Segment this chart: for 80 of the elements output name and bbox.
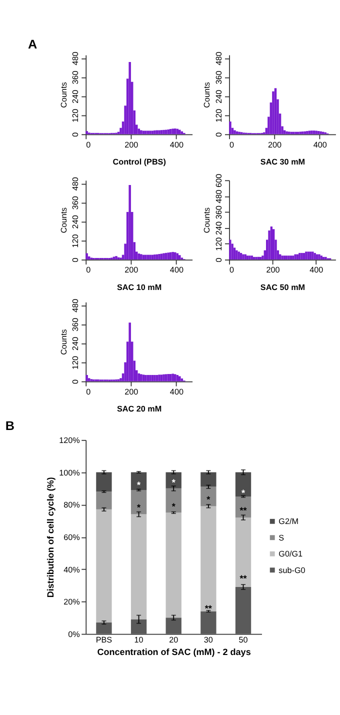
y-tick-label: 0 [71, 257, 80, 262]
x-tick-label: 0 [230, 266, 235, 275]
x-tick-label: 400 [170, 140, 184, 150]
x-tick-label: 10 [134, 635, 144, 644]
x-axis-title: SAC 20 mM [117, 404, 162, 414]
x-axis-title: SAC 10 mM [117, 282, 162, 292]
y-tick-label: 480 [214, 189, 224, 204]
y-tick-label: 360 [214, 70, 224, 84]
x-tick-label: 400 [313, 140, 328, 150]
y-tick-label: 360 [71, 317, 80, 332]
legend-label: G0/G1 [278, 550, 304, 559]
annotation: * [137, 502, 142, 513]
x-tick-label: 0 [86, 387, 92, 396]
annotation: * [137, 480, 142, 490]
y-tick-label: 120% [59, 436, 80, 446]
y-axis-title: Distribution of cell cycle (%) [46, 477, 56, 598]
annotation: * [206, 494, 211, 504]
x-tick-label: 0 [86, 140, 92, 150]
y-tick-label: 480 [71, 51, 80, 66]
y-tick-label: 100% [59, 468, 80, 478]
x-tick-label: 400 [310, 266, 324, 275]
x-tick-label: 200 [124, 266, 139, 275]
annotation: ** [240, 574, 248, 584]
y-tick-label: 120 [71, 355, 80, 370]
y-tick-label: 240 [214, 221, 224, 236]
annotation: ** [204, 604, 212, 614]
y-tick-label: 0 [71, 132, 80, 137]
x-tick-label: 50 [238, 635, 248, 644]
y-tick-label: 40% [64, 565, 80, 574]
x-axis-title: Concentration of SAC (mM) - 2 days [97, 647, 251, 658]
y-tick-label: 0 [214, 257, 224, 262]
y-tick-label: 80% [64, 500, 80, 510]
annotation: * [172, 502, 176, 512]
y-tick-label: 600 [214, 173, 224, 188]
y-axis-title: Counts [202, 207, 212, 234]
y-tick-label: 120 [71, 234, 80, 248]
y-tick-label: 240 [71, 214, 80, 229]
legend-label: sub-G0 [278, 566, 306, 575]
x-tick-label: 200 [124, 140, 139, 150]
y-axis-title: Counts [59, 82, 68, 108]
y-tick-label: 240 [71, 89, 80, 104]
y-tick-label: 0 [71, 379, 80, 384]
y-tick-label: 480 [214, 51, 224, 66]
x-tick-label: 20 [169, 635, 179, 644]
y-tick-label: 240 [214, 89, 224, 104]
chart-title: A [28, 38, 38, 52]
y-tick-label: 20% [64, 598, 80, 607]
y-tick-label: 120 [214, 236, 224, 251]
annotation: * [242, 488, 246, 498]
x-tick-label: 30 [204, 635, 214, 644]
x-tick-label: 200 [124, 387, 139, 396]
x-tick-label: 0 [230, 140, 235, 150]
y-tick-label: 480 [71, 298, 80, 312]
x-axis-title: SAC 50 mM [260, 282, 306, 292]
y-tick-label: 120 [214, 108, 224, 122]
x-axis-title: SAC 30 mM [260, 157, 306, 166]
y-tick-label: 0 [214, 132, 224, 137]
legend-label: S [278, 533, 285, 542]
x-tick-label: 200 [266, 266, 280, 275]
y-tick-label: 360 [71, 70, 80, 84]
y-axis-title: Counts [59, 329, 68, 355]
x-tick-label: PBS [96, 635, 113, 644]
y-axis-title: Counts [202, 82, 212, 108]
y-tick-label: 120 [71, 108, 80, 122]
x-tick-label: 400 [170, 266, 184, 275]
y-tick-label: 480 [71, 176, 80, 191]
chart-title: B [5, 419, 15, 434]
y-tick-label: 360 [214, 205, 224, 220]
x-axis-title: Control (PBS) [112, 157, 166, 166]
y-tick-label: 60% [64, 533, 80, 542]
y-tick-label: 0% [68, 630, 80, 639]
y-tick-label: 360 [71, 196, 80, 210]
legend-label: G2/M [278, 517, 299, 526]
y-tick-label: 240 [71, 336, 80, 350]
x-tick-label: 200 [268, 140, 282, 150]
x-tick-label: 400 [170, 387, 184, 396]
x-tick-label: 0 [86, 266, 92, 275]
annotation: * [172, 477, 176, 488]
y-axis-title: Counts [59, 207, 68, 234]
annotation: ** [240, 506, 248, 516]
